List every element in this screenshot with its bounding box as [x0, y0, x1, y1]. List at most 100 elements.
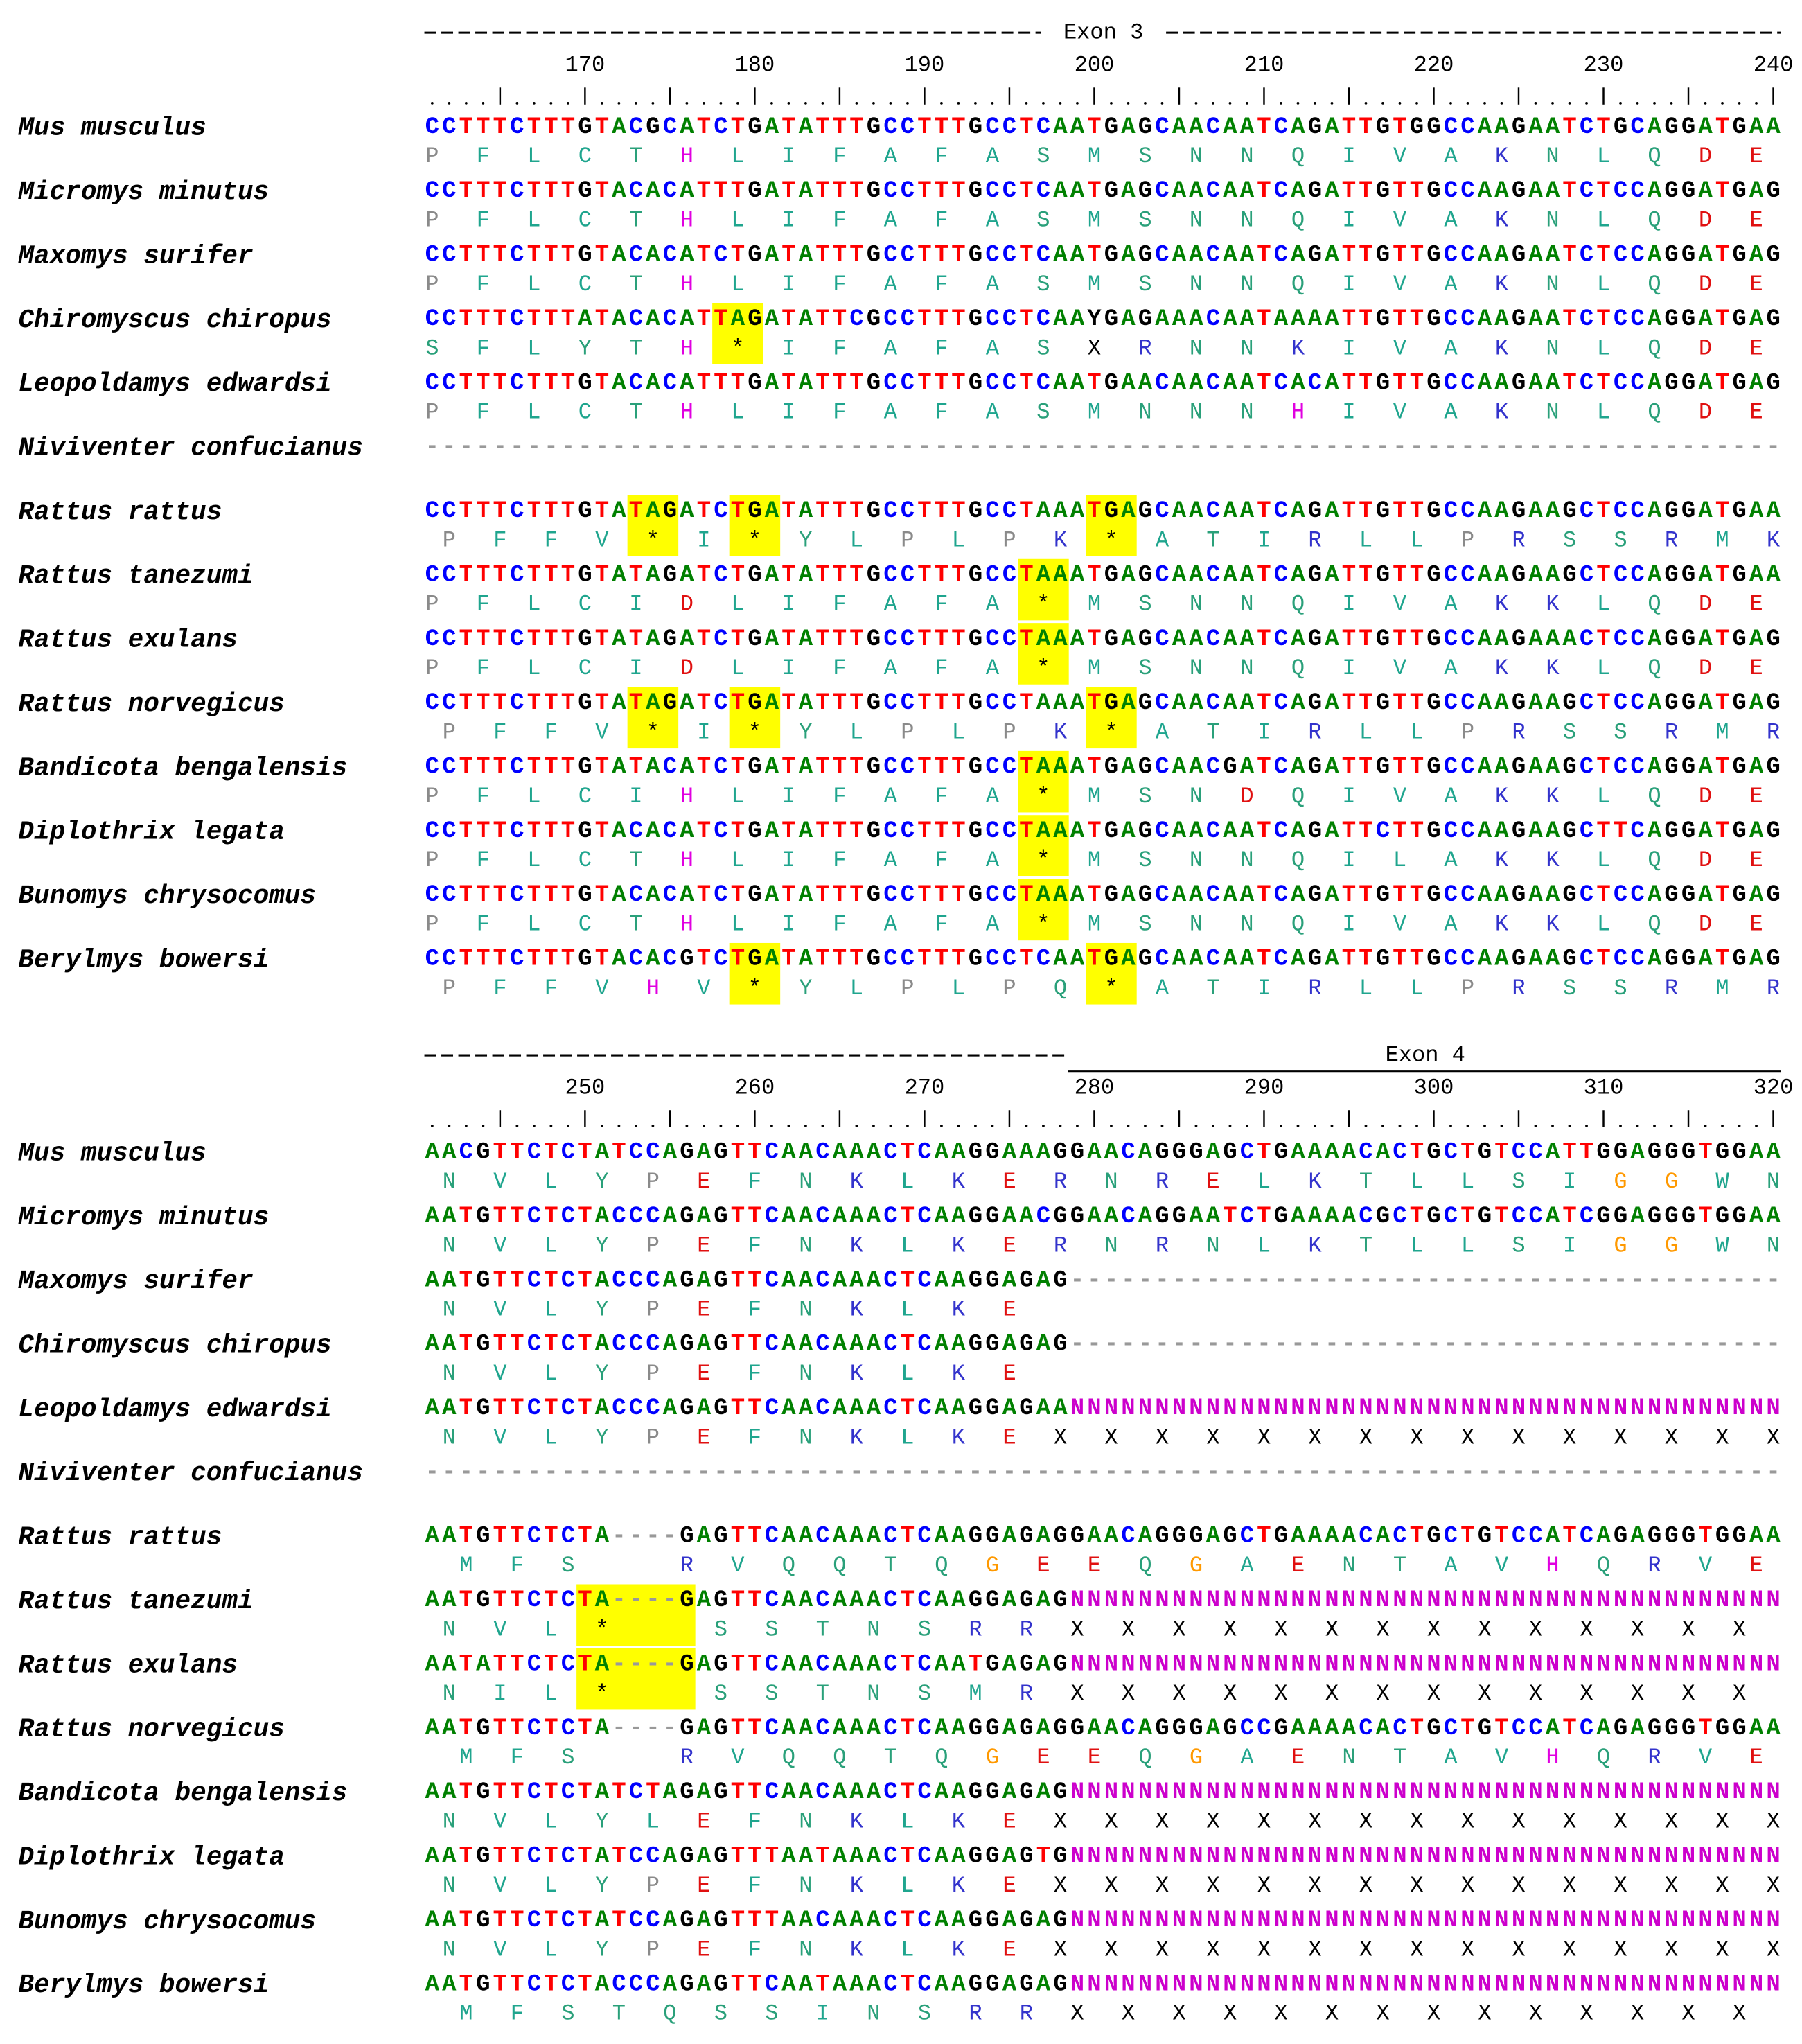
- stop-codon-highlight: [729, 942, 781, 1005]
- dna-sequence-char: A: [1478, 243, 1492, 269]
- dna-sequence-char: N: [1308, 1971, 1322, 1998]
- dna-sequence-char: G: [1019, 1779, 1033, 1806]
- dna-sequence-char: C: [883, 1140, 897, 1166]
- dna-sequence-char: T: [527, 114, 541, 141]
- dna-sequence-char: T: [1698, 1204, 1712, 1230]
- dna-sequence-char: T: [1359, 243, 1372, 269]
- dna-sequence-char: N: [1206, 1651, 1220, 1677]
- protein-translation-char: F: [545, 720, 558, 746]
- dna-sequence-char: A: [1698, 114, 1713, 141]
- dna-sequence-char: T: [935, 178, 948, 204]
- dna-sequence-char: N: [1189, 1587, 1203, 1614]
- protein-translation-char: P: [425, 784, 439, 809]
- dna-sequence-char: A: [781, 1844, 796, 1870]
- dna-sequence-char: G: [1274, 1204, 1288, 1230]
- protein-translation-char: X: [1681, 2001, 1695, 2027]
- dna-sequence-char: N: [1155, 1651, 1169, 1677]
- ruler-dot: [1398, 1124, 1402, 1127]
- dna-sequence-char: T: [493, 1395, 507, 1422]
- dna-sequence-char: G: [1223, 1716, 1237, 1742]
- dna-sequence-char: G: [1681, 818, 1695, 845]
- protein-translation-char: Q: [1291, 208, 1305, 234]
- species-name: Micromys minutus: [17, 1204, 269, 1233]
- ruler-dot: [1212, 102, 1214, 105]
- dna-sequence-char: C: [1274, 562, 1288, 588]
- protein-translation-char: N: [799, 1937, 812, 1963]
- protein-translation-char: E: [697, 1361, 710, 1386]
- dna-sequence-char: A: [799, 562, 813, 588]
- protein-translation-char: K: [1495, 912, 1509, 937]
- dna-sequence-char: T: [1087, 882, 1101, 908]
- dna-sequence-char: G: [1614, 1140, 1627, 1166]
- dna-sequence-char: G: [1138, 114, 1152, 141]
- dna-sequence-char: A: [646, 243, 660, 269]
- dna-sequence-char: A: [1528, 946, 1543, 973]
- dna-sequence-char: C: [765, 1716, 779, 1742]
- ruler-dot: [991, 1124, 994, 1127]
- dna-sequence-char: A: [799, 1204, 813, 1230]
- species-name: Bandicota bengalensis: [18, 1779, 347, 1808]
- dna-sequence-char: T: [1087, 114, 1101, 141]
- dna-sequence-char: A: [849, 1140, 864, 1166]
- dna-sequence-char: -: [1732, 1267, 1746, 1294]
- protein-translation-char: H: [680, 784, 694, 809]
- protein-translation-char: F: [833, 400, 846, 425]
- dna-sequence-char: A: [1325, 1716, 1339, 1742]
- dna-sequence-char: C: [1036, 1204, 1050, 1230]
- dna-sequence-char: A: [442, 1716, 457, 1742]
- dna-sequence-char: A: [1036, 498, 1051, 525]
- dna-sequence-char: A: [1478, 818, 1492, 845]
- protein-translation-char: V: [493, 1169, 507, 1195]
- dna-sequence-char: -: [1460, 1267, 1474, 1294]
- dna-sequence-char: A: [1274, 306, 1289, 333]
- dna-sequence-char: T: [815, 626, 829, 653]
- ruler-dot: [1568, 1124, 1571, 1127]
- protein-translation-char: I: [493, 1681, 506, 1707]
- protein-translation-char: Y: [799, 976, 812, 1001]
- dna-sequence-char: C: [985, 370, 999, 396]
- dna-sequence-char: T: [544, 1395, 558, 1422]
- dna-sequence-char: -: [663, 1524, 677, 1550]
- dna-sequence-char: G: [867, 370, 881, 396]
- dna-sequence-char: T: [748, 1587, 761, 1614]
- ruler-dot: [1653, 1124, 1656, 1127]
- dna-sequence-char: A: [680, 243, 694, 269]
- dna-sequence-char: C: [646, 1204, 660, 1230]
- dna-sequence-char: T: [561, 882, 575, 908]
- dna-sequence-char: T: [815, 114, 829, 141]
- dna-sequence-char: C: [815, 1908, 829, 1934]
- dna-sequence-char: G: [1104, 882, 1118, 908]
- dna-sequence-char: C: [510, 306, 524, 333]
- dna-sequence-char: C: [646, 1332, 660, 1358]
- protein-translation-char: X: [1715, 1809, 1729, 1835]
- protein-translation-char: N: [1240, 272, 1253, 297]
- protein-translation-char: R: [1020, 2001, 1033, 2027]
- dna-sequence-char: N: [1189, 1908, 1203, 1934]
- dna-sequence-char: A: [1325, 882, 1339, 908]
- dna-sequence-char: T: [1257, 1524, 1271, 1550]
- dna-sequence-char: A: [697, 1908, 712, 1934]
- dna-sequence-char: C: [1155, 818, 1169, 845]
- ruler-number: 220: [1414, 53, 1454, 78]
- dna-sequence-char: A: [781, 1716, 796, 1742]
- dna-sequence-char: -: [1308, 434, 1322, 461]
- dna-sequence-char: C: [714, 882, 727, 908]
- protein-translation-char: E: [1206, 1169, 1219, 1195]
- dna-sequence-char: N: [1291, 1779, 1305, 1806]
- dna-sequence-char: N: [1376, 1395, 1390, 1422]
- protein-translation-char: C: [578, 144, 592, 170]
- protein-translation-char: L: [527, 336, 540, 362]
- dna-sequence-char: C: [527, 1844, 541, 1870]
- dna-sequence-char: N: [1325, 1844, 1339, 1870]
- dna-sequence-char: N: [1648, 1844, 1661, 1870]
- dna-sequence-char: G: [1732, 243, 1746, 269]
- dna-sequence-char: A: [1240, 114, 1255, 141]
- dna-sequence-char: C: [1528, 1140, 1542, 1166]
- dna-sequence-char: A: [1494, 690, 1509, 716]
- dna-sequence-char: -: [1528, 1332, 1542, 1358]
- dna-sequence-char: -: [1630, 1267, 1644, 1294]
- dna-sequence-char: N: [1155, 1908, 1169, 1934]
- protein-translation-char: P: [901, 720, 914, 746]
- dna-sequence-char: A: [595, 1908, 610, 1934]
